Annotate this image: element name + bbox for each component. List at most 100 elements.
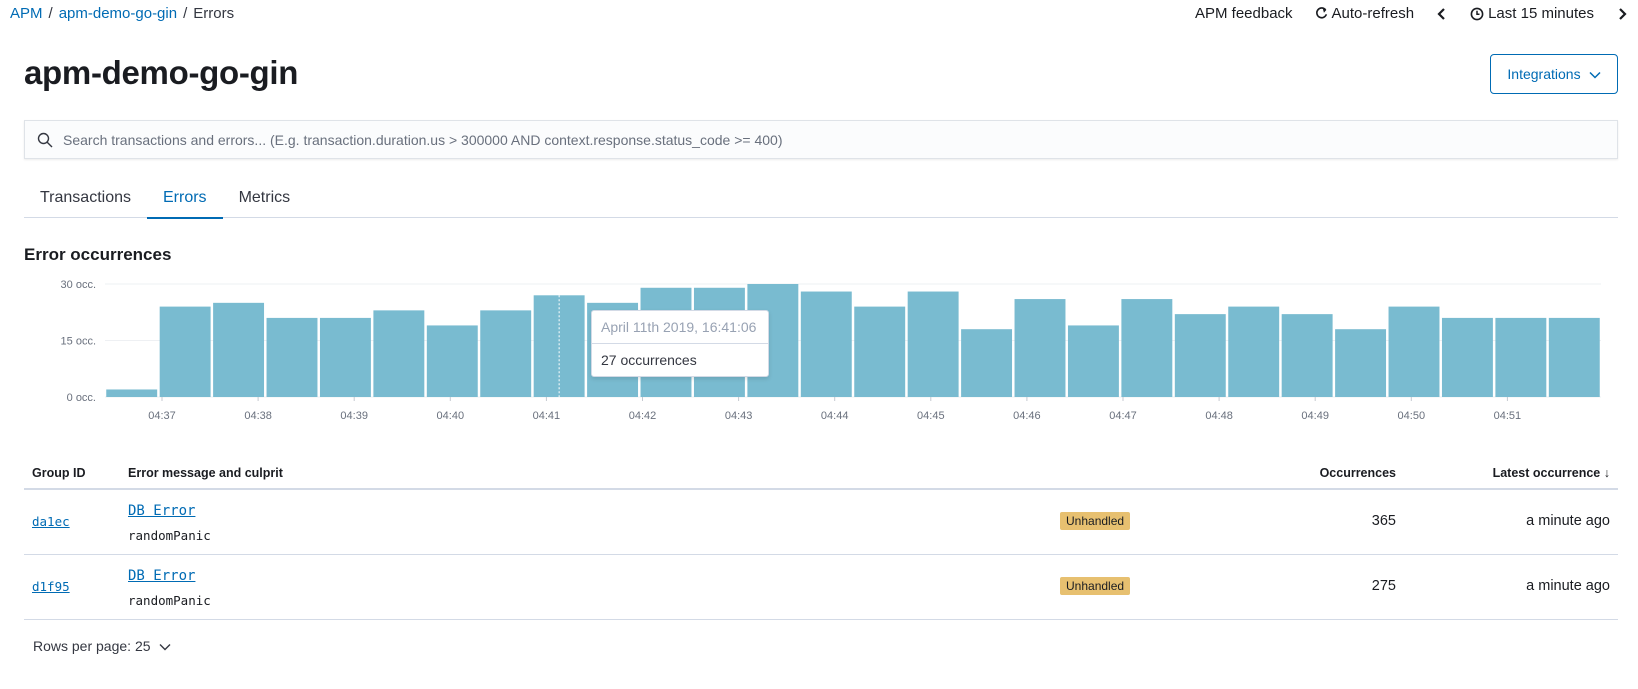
auto-refresh-button[interactable]: Auto-refresh — [1315, 5, 1415, 22]
error-bar[interactable] — [373, 310, 425, 397]
page-title: apm-demo-go-gin — [24, 54, 299, 91]
x-tick-label: 04:46 — [1013, 410, 1041, 420]
error-bar[interactable] — [1174, 314, 1226, 397]
group-id-link[interactable]: da1ec — [32, 514, 70, 529]
error-bar[interactable] — [159, 306, 211, 397]
error-bar[interactable] — [266, 317, 318, 397]
chevron-down-icon — [1589, 66, 1601, 82]
latest-occurrence: a minute ago — [1526, 513, 1610, 529]
x-tick-label: 04:49 — [1301, 410, 1329, 420]
search-icon — [37, 132, 53, 148]
search-bar — [24, 120, 1618, 159]
x-tick-label: 04:50 — [1398, 410, 1426, 420]
x-tick-label: 04:37 — [148, 410, 176, 420]
error-bar[interactable] — [1067, 325, 1119, 397]
y-tick-label: 30 occ. — [61, 279, 96, 291]
tooltip-value: 27 occurrences — [601, 352, 697, 368]
time-range-label: Last 15 minutes — [1488, 5, 1594, 22]
breadcrumb-service[interactable]: apm-demo-go-gin — [58, 5, 178, 22]
rows-per-page-label: Rows per page: 25 — [33, 638, 151, 654]
chevron-left-icon — [1436, 7, 1448, 21]
clock-icon — [1470, 7, 1484, 21]
column-header-group-id[interactable]: Group ID — [32, 466, 86, 480]
sort-arrow-icon: ↓ — [1603, 466, 1610, 480]
tab-bar: Transactions Errors Metrics — [24, 178, 1618, 219]
latest-occurrence-label: Latest occurrence — [1492, 466, 1601, 480]
next-time-button[interactable] — [1616, 7, 1628, 21]
x-tick-label: 04:48 — [1205, 410, 1233, 420]
error-bar[interactable] — [106, 389, 158, 397]
apm-feedback-link[interactable]: APM feedback — [1195, 5, 1293, 22]
error-bar[interactable] — [426, 325, 478, 397]
error-bar[interactable] — [1548, 317, 1600, 397]
x-tick-label: 04:45 — [917, 410, 945, 420]
x-tick-label: 04:39 — [340, 410, 368, 420]
chevron-right-icon — [1616, 7, 1628, 21]
x-tick-label: 04:41 — [533, 410, 561, 420]
x-tick-label: 04:47 — [1109, 410, 1137, 420]
error-message-link[interactable]: DB Error — [128, 503, 196, 519]
occurrences-count: 275 — [1371, 578, 1396, 594]
breadcrumb-separator: / — [183, 5, 188, 22]
errors-table: Group ID Error message and culprit Occur… — [24, 458, 1618, 620]
tab-errors[interactable]: Errors — [147, 178, 223, 219]
auto-refresh-label: Auto-refresh — [1331, 5, 1415, 22]
rows-per-page-selector[interactable]: Rows per page: 25 — [33, 638, 171, 654]
column-header-latest[interactable]: Latest occurrence ↓ — [1493, 466, 1610, 480]
x-tick-label: 04:38 — [244, 410, 272, 420]
error-bar[interactable] — [1335, 329, 1387, 397]
error-culprit: randomPanic — [128, 528, 211, 543]
error-bar[interactable] — [480, 310, 532, 397]
breadcrumb: APM / apm-demo-go-gin / Errors — [10, 5, 234, 22]
tooltip-timestamp: April 11th 2019, 16:41:06 — [592, 311, 768, 344]
apm-feedback-label: APM feedback — [1194, 5, 1293, 22]
tab-transactions[interactable]: Transactions — [40, 189, 131, 206]
unhandled-badge: Unhandled — [1060, 512, 1131, 530]
previous-time-button[interactable] — [1436, 7, 1448, 21]
chart-tooltip: April 11th 2019, 16:41:06 27 occurrences — [591, 310, 769, 377]
x-tick-label: 04:43 — [725, 410, 753, 420]
error-bar[interactable] — [1014, 299, 1066, 397]
error-bar[interactable] — [1388, 306, 1440, 397]
table-row: d1f95 DB Error randomPanic Unhandled 275… — [24, 555, 1618, 620]
table-row: da1ec DB Error randomPanic Unhandled 365… — [24, 490, 1618, 555]
error-occurrences-title: Error occurrences — [24, 245, 172, 264]
x-tick-label: 04:51 — [1494, 410, 1522, 420]
chevron-down-icon — [159, 638, 171, 654]
error-bar[interactable] — [854, 306, 906, 397]
occurrences-count: 365 — [1371, 513, 1396, 529]
error-bar[interactable] — [1281, 314, 1333, 397]
error-bar[interactable] — [319, 317, 371, 397]
y-tick-label: 15 occ. — [61, 336, 96, 348]
error-bar[interactable] — [533, 295, 585, 397]
x-tick-label: 04:44 — [821, 410, 849, 420]
x-tick-label: 04:40 — [437, 410, 465, 420]
error-bar[interactable] — [961, 329, 1013, 397]
y-tick-label: 0 occ. — [67, 392, 96, 404]
error-bar[interactable] — [907, 291, 959, 397]
breadcrumb-apm[interactable]: APM — [10, 5, 43, 22]
error-bar[interactable] — [1121, 299, 1173, 397]
integrations-button[interactable]: Integrations — [1490, 54, 1618, 94]
unhandled-badge: Unhandled — [1060, 577, 1131, 595]
column-header-occurrences[interactable]: Occurrences — [1319, 466, 1396, 480]
error-culprit: randomPanic — [128, 593, 211, 608]
integrations-label: Integrations — [1507, 66, 1581, 82]
group-id-link[interactable]: d1f95 — [32, 579, 70, 594]
breadcrumb-separator: / — [48, 5, 53, 22]
tab-metrics[interactable]: Metrics — [238, 189, 291, 206]
table-header: Group ID Error message and culprit Occur… — [24, 458, 1618, 490]
error-occurrences-chart: 30 occ. 15 occ. 0 occ. 04:37 04:38 04:39 04:40… — [61, 279, 1601, 420]
column-header-message[interactable]: Error message and culprit — [128, 466, 283, 480]
search-input[interactable] — [63, 131, 1583, 148]
error-bar[interactable] — [1228, 306, 1280, 397]
error-bar[interactable] — [213, 302, 265, 397]
top-bar: APM / apm-demo-go-gin / Errors APM feedb… — [0, 0, 1638, 28]
error-message-link[interactable]: DB Error — [128, 568, 196, 584]
refresh-icon — [1315, 7, 1328, 20]
time-range-picker[interactable]: Last 15 minutes — [1470, 5, 1594, 22]
error-bar[interactable] — [800, 291, 852, 397]
error-bar[interactable] — [1441, 317, 1493, 397]
breadcrumb-current: Errors — [193, 5, 235, 22]
error-bar[interactable] — [1495, 317, 1547, 397]
